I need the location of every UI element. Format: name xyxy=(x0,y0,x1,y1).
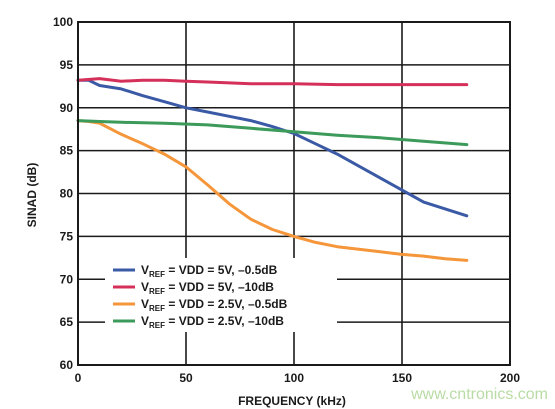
legend-label-3: VREF = VDD = 2.5V, –0.5dB xyxy=(141,297,288,313)
plot-border xyxy=(77,21,511,366)
y-tick-label: 75 xyxy=(60,229,74,243)
series-line-3 xyxy=(76,119,469,262)
legend-background xyxy=(105,258,337,332)
plot-frame xyxy=(77,21,511,366)
y-tick-label: 70 xyxy=(60,272,74,286)
y-tick-label: 80 xyxy=(60,187,74,201)
y-tick-label: 95 xyxy=(60,58,74,72)
tick-label-layer: 0 50 100 150 200 60 65 70 75 80 85 90 95 100 xyxy=(53,15,520,385)
y-tick-label: 65 xyxy=(60,315,74,329)
y-tick-label: 100 xyxy=(53,15,73,29)
legend-label-4: VREF = VDD = 2.5V, –10dB xyxy=(141,314,284,330)
legend-label-1: VREF = VDD = 5V, –0.5dB xyxy=(141,263,278,279)
y-tick-label: 90 xyxy=(60,101,74,115)
series-line-2 xyxy=(76,77,469,87)
watermark-text: www.cntronics.com xyxy=(410,386,548,403)
x-tick-label: 50 xyxy=(179,371,193,385)
x-tick-label: 150 xyxy=(392,371,412,385)
y-tick-label: 60 xyxy=(60,358,74,372)
series-line-4 xyxy=(76,119,469,147)
x-axis-title: FREQUENCY (kHz) xyxy=(238,394,346,408)
series-line-1 xyxy=(76,78,469,218)
x-tick-label: 200 xyxy=(500,371,520,385)
y-tick-label: 85 xyxy=(60,144,74,158)
legend-label-2: VREF = VDD = 5V, –10dB xyxy=(141,280,274,296)
x-tick-label: 0 xyxy=(75,371,82,385)
series-layer xyxy=(76,77,469,262)
x-tick-label: 100 xyxy=(284,371,304,385)
y-axis-title: SINAD (dB) xyxy=(25,163,39,228)
